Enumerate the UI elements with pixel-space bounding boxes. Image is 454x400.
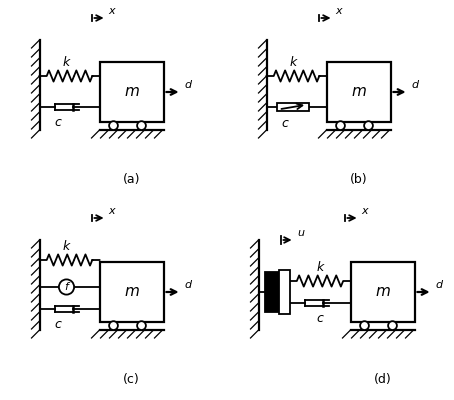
- Text: k: k: [290, 56, 297, 69]
- Text: d: d: [435, 280, 443, 290]
- Bar: [350, 262, 415, 322]
- Text: x: x: [109, 206, 115, 216]
- Text: m: m: [124, 84, 139, 100]
- Text: k: k: [316, 261, 324, 274]
- Text: d: d: [184, 80, 192, 90]
- Circle shape: [109, 321, 118, 330]
- Text: x: x: [109, 6, 115, 16]
- Bar: [326, 62, 390, 122]
- Circle shape: [59, 279, 74, 294]
- Bar: [99, 62, 163, 122]
- Bar: [277, 103, 309, 111]
- Text: k: k: [63, 240, 70, 253]
- Circle shape: [137, 321, 146, 330]
- Text: x: x: [361, 206, 368, 216]
- Text: d: d: [184, 280, 192, 290]
- Text: k: k: [63, 56, 70, 69]
- Text: x: x: [336, 6, 342, 16]
- Text: (c): (c): [123, 373, 140, 386]
- Text: d: d: [411, 80, 419, 90]
- Circle shape: [109, 121, 118, 130]
- Text: u: u: [297, 228, 304, 238]
- Text: m: m: [351, 84, 366, 100]
- Text: f: f: [64, 282, 69, 292]
- Bar: [265, 272, 278, 312]
- Text: m: m: [375, 284, 390, 300]
- Circle shape: [336, 121, 345, 130]
- Text: (b): (b): [350, 173, 367, 186]
- Text: (a): (a): [123, 173, 140, 186]
- Text: m: m: [124, 284, 139, 300]
- Circle shape: [360, 321, 369, 330]
- Text: c: c: [54, 318, 61, 331]
- Circle shape: [137, 121, 146, 130]
- Bar: [99, 262, 163, 322]
- Text: (d): (d): [374, 373, 391, 386]
- Text: c: c: [54, 116, 61, 129]
- Text: c: c: [316, 312, 323, 325]
- Text: c: c: [281, 117, 288, 130]
- Circle shape: [364, 121, 373, 130]
- Circle shape: [388, 321, 397, 330]
- Bar: [278, 270, 290, 314]
